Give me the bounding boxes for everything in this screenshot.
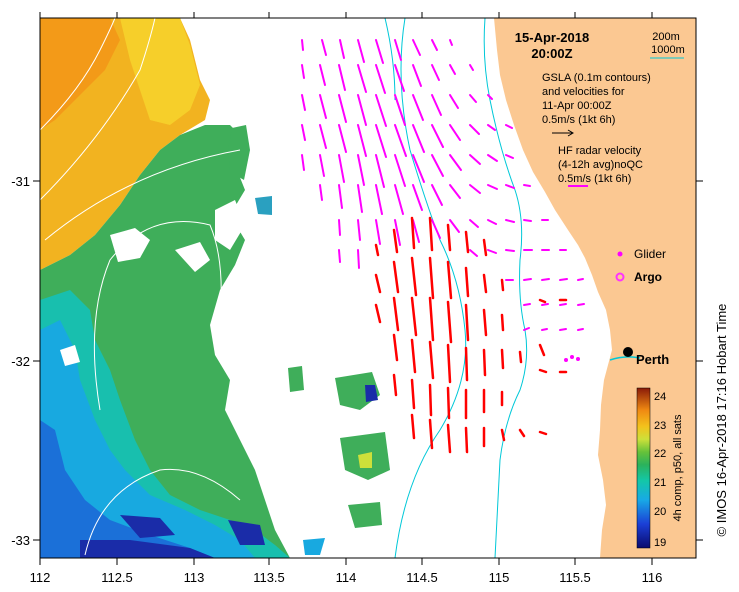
hf-legend-line: (4-12h avg)noQC <box>558 159 643 171</box>
axis-ticks <box>33 12 703 565</box>
hf-radar-arrows <box>374 216 568 454</box>
gsla-legend-line: 0.5m/s (1kt 6h) <box>542 114 615 126</box>
colorbar-gradient <box>636 387 651 549</box>
x-tick-label: 113.5 <box>253 570 285 585</box>
map-time: 20:00Z <box>531 46 572 61</box>
x-tick-label: 115 <box>489 570 510 585</box>
y-tick-label: -31 <box>11 174 30 189</box>
glider-legend-label: Glider <box>634 247 666 261</box>
y-tick-labels: -31 -32 -33 <box>11 174 30 548</box>
y-tick-label: -32 <box>11 354 30 369</box>
sst-swath <box>40 18 390 558</box>
glider-track <box>564 355 580 362</box>
colorbar-title: 4h comp, p50, all sats <box>672 414 684 522</box>
gsla-arrows <box>301 39 585 331</box>
perth-marker <box>623 347 633 357</box>
gsla-contours <box>40 18 241 556</box>
gsla-legend-line: GSLA (0.1m contours) <box>542 72 651 84</box>
argo-legend-marker <box>615 272 625 282</box>
colorbar-tick: 22 <box>654 448 666 460</box>
x-tick-label: 113 <box>184 570 205 585</box>
gsla-legend-line: and velocities for <box>542 86 625 98</box>
y-tick-label: -33 <box>11 533 30 548</box>
depth-legend-1000m: 1000m <box>651 44 685 56</box>
river <box>609 356 641 361</box>
glider-legend-marker <box>617 251 623 257</box>
hf-legend-line: 0.5m/s (1kt 6h) <box>558 173 631 185</box>
hf-legend: HF radar velocity (4-12h avg)noQC 0.5m/s… <box>558 145 643 187</box>
gsla-legend: GSLA (0.1m contours) and velocities for … <box>542 72 651 137</box>
hf-legend-line: HF radar velocity <box>558 145 642 157</box>
depth-legend-200m: 200m <box>652 31 680 43</box>
colorbar-tick: 21 <box>654 477 666 489</box>
plot-area <box>40 18 696 558</box>
x-tick-label: 112.5 <box>101 570 133 585</box>
plot-frame <box>39 17 697 559</box>
map-date: 15-Apr-2018 <box>515 30 589 45</box>
colorbar-tick: 20 <box>654 506 666 518</box>
x-tick-label: 114 <box>336 570 357 585</box>
perth-label: Perth <box>636 352 669 367</box>
colorbar-tick: 19 <box>654 537 666 549</box>
argo-legend-label: Argo <box>634 270 662 284</box>
x-tick-label: 116 <box>642 570 663 585</box>
colorbar: 24 23 22 21 20 19 4h comp, p50, all sats <box>636 387 684 549</box>
colorbar-tick: 24 <box>654 391 666 403</box>
x-tick-label: 112 <box>30 570 51 585</box>
x-tick-label: 115.5 <box>559 570 591 585</box>
credit-text: © IMOS 16-Apr-2018 17:16 Hobart Time <box>714 304 729 537</box>
colorbar-tick: 23 <box>654 420 666 432</box>
x-tick-label: 114.5 <box>406 570 438 585</box>
x-tick-labels: 112 112.5 113 113.5 114 114.5 115 115.5 … <box>30 570 663 585</box>
gsla-legend-line: 11-Apr 00:00Z <box>542 100 612 112</box>
